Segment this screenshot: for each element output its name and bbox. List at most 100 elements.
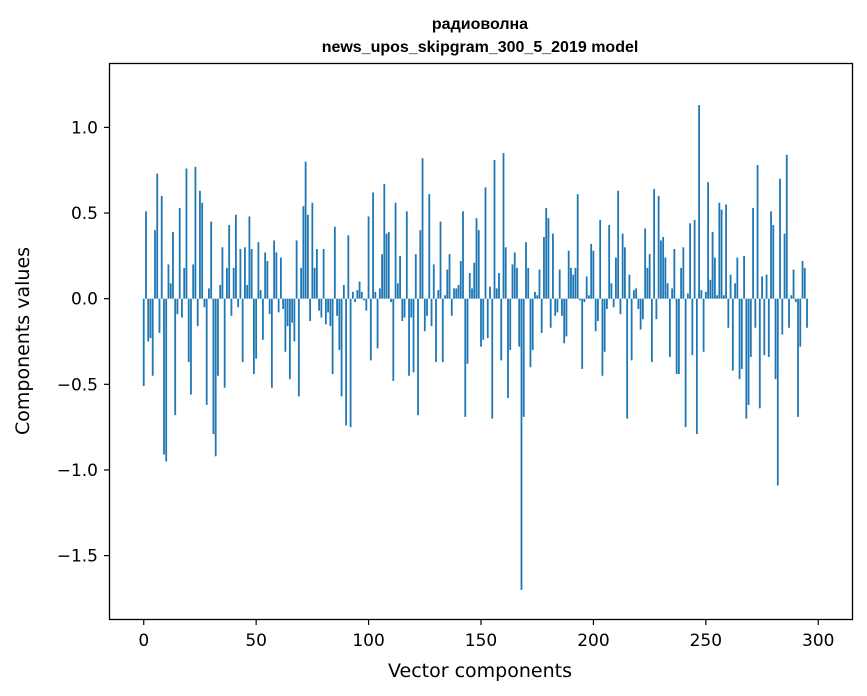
bar-117: [405, 211, 408, 299]
bar-191: [572, 274, 575, 299]
bar-213: [621, 233, 624, 299]
bar-246: [695, 298, 698, 434]
bar-198: [588, 295, 590, 299]
bar-162: [507, 298, 509, 399]
bar-23: [194, 166, 197, 299]
bar-223: [644, 228, 647, 299]
bar-226: [650, 298, 653, 363]
y-tick-label: 1.0: [71, 118, 98, 138]
bar-291: [797, 298, 799, 417]
bar-127: [428, 194, 431, 299]
bar-85: [333, 226, 336, 299]
bar-157: [495, 288, 498, 299]
bar-78: [318, 298, 321, 311]
bar-133: [441, 298, 444, 363]
bar-185: [558, 269, 561, 299]
bar-228: [655, 298, 658, 320]
bar-110: [390, 298, 392, 303]
bar-224: [646, 267, 649, 299]
bar-95: [356, 290, 359, 299]
bar-293: [801, 260, 804, 299]
y-tick-label: −1.0: [57, 461, 98, 481]
bar-295: [806, 298, 808, 328]
bar-129: [432, 264, 435, 299]
bar-28: [205, 298, 208, 405]
bar-69: [297, 298, 300, 397]
bar-197: [585, 276, 588, 299]
bar-159: [500, 298, 503, 361]
bar-176: [538, 269, 541, 299]
bar-119: [410, 298, 413, 318]
bar-111: [392, 298, 395, 381]
bar-121: [414, 254, 417, 299]
bar-255: [716, 295, 718, 299]
bar-84: [331, 298, 334, 375]
bar-286: [785, 154, 788, 299]
bar-233: [666, 283, 669, 299]
bar-200: [592, 250, 595, 299]
bar-151: [482, 298, 485, 340]
bar-135: [446, 269, 449, 299]
bar-123: [419, 230, 422, 299]
bar-245: [693, 219, 696, 299]
bar-234: [668, 298, 671, 357]
bar-155: [491, 298, 494, 419]
bar-273: [756, 165, 759, 299]
y-tick-label: 0.0: [71, 290, 98, 310]
bar-152: [484, 187, 487, 299]
bar-278: [767, 298, 770, 357]
bar-204: [601, 298, 604, 376]
bar-285: [783, 233, 786, 299]
bar-66: [291, 298, 294, 323]
bar-49: [253, 298, 255, 375]
bar-57: [270, 298, 273, 388]
bar-184: [556, 298, 559, 313]
bar-221: [639, 298, 642, 330]
bar-102: [372, 192, 374, 299]
bar-48: [250, 249, 253, 299]
bar-168: [520, 298, 523, 590]
bar-275: [761, 276, 763, 299]
chart-subtitle: news_upos_skipgram_300_5_2019 model: [322, 39, 639, 56]
bar-284: [781, 298, 784, 335]
bar-167: [518, 298, 521, 347]
bar-13: [172, 231, 174, 299]
bar-80: [322, 249, 325, 299]
bar-59: [275, 252, 278, 299]
bar-172: [529, 298, 532, 368]
bar-36: [223, 298, 226, 388]
bar-138: [453, 288, 455, 299]
bar-216: [628, 274, 631, 299]
bar-60: [277, 298, 280, 313]
bar-201: [594, 298, 597, 332]
bar-163: [509, 298, 512, 351]
bar-76: [313, 267, 316, 299]
bar-280: [772, 225, 775, 299]
bar-244: [691, 298, 694, 356]
bar-107: [383, 183, 386, 299]
bar-42: [237, 298, 240, 308]
bar-139: [455, 288, 458, 299]
bar-61: [279, 257, 282, 299]
x-tick-label: 250: [690, 631, 722, 651]
bar-192: [574, 267, 577, 299]
bar-32: [214, 298, 217, 457]
bar-122: [417, 298, 419, 416]
bar-83: [329, 298, 332, 327]
bar-150: [480, 298, 482, 347]
bar-253: [711, 231, 714, 299]
bar-243: [689, 223, 692, 299]
bar-175: [536, 295, 539, 299]
x-tick-label: 50: [245, 631, 267, 651]
bar-268: [745, 298, 748, 419]
bar-8: [160, 195, 163, 299]
bar-2: [147, 298, 150, 342]
bar-194: [579, 298, 581, 301]
bar-189: [567, 250, 570, 299]
bar-3: [149, 298, 152, 339]
bar-101: [369, 298, 372, 361]
bar-140: [457, 284, 460, 299]
bar-55: [266, 260, 269, 299]
